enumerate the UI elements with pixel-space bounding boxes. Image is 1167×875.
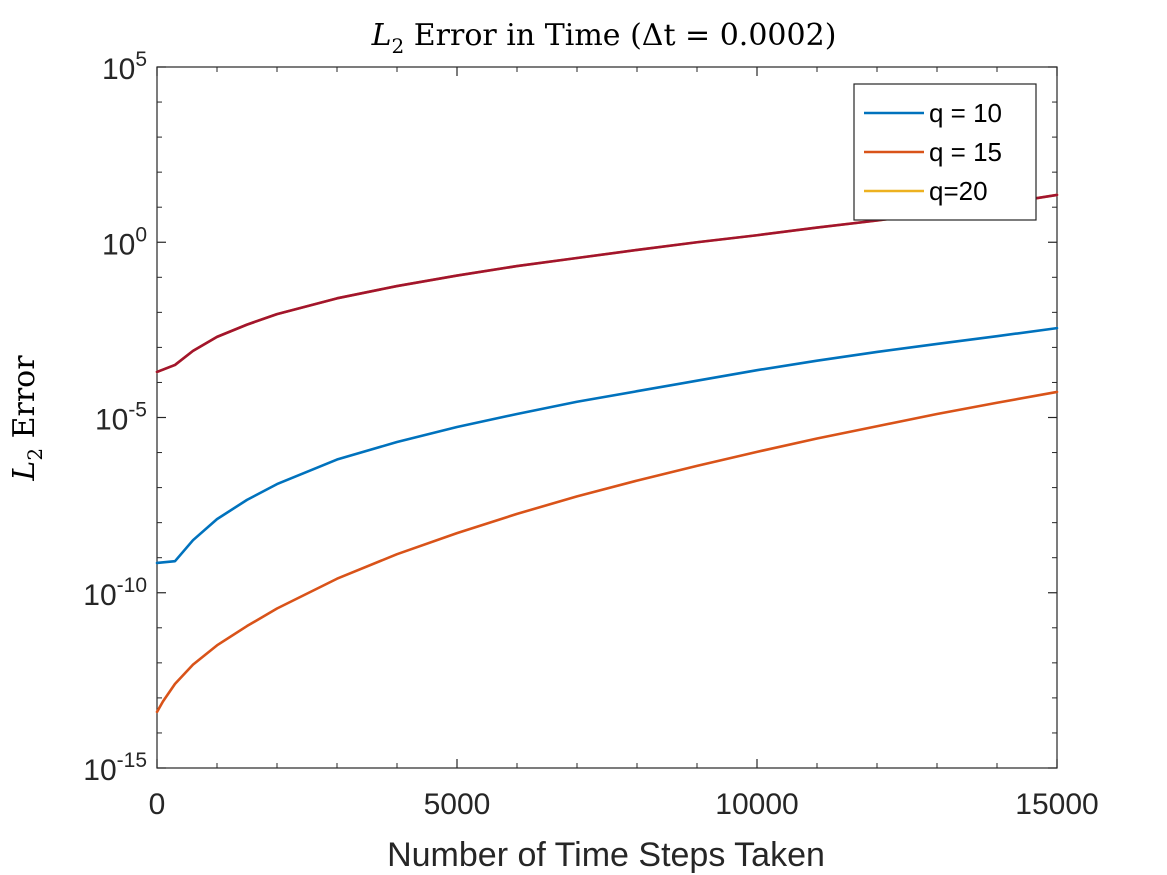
y-axis-label: L2 Error bbox=[7, 355, 47, 482]
chart-title-sub: 2 bbox=[392, 34, 405, 58]
legend-label-0: q = 10 bbox=[929, 98, 1002, 128]
y-axis-label-sub: 2 bbox=[23, 448, 47, 461]
legend: q = 10 q = 15 q=20 bbox=[853, 83, 1037, 221]
chart-title-rest: Error in Time (Δt = 0.0002) bbox=[404, 18, 836, 53]
series-line-0 bbox=[155, 326, 1059, 565]
series-line-1 bbox=[155, 390, 1059, 714]
y-tick-label-base-1: 10 bbox=[102, 228, 135, 261]
legend-label-2: q=20 bbox=[929, 176, 988, 206]
y-tick-label-2: 10-5 bbox=[95, 399, 147, 437]
y-tick-label-1: 100 bbox=[102, 223, 147, 261]
chart-title: L2 Error in Time (Δt = 0.0002) bbox=[371, 18, 837, 58]
x-tick-label-3: 15000 bbox=[1015, 788, 1098, 821]
y-tick-label-exp-2: -5 bbox=[128, 399, 147, 422]
x-tick-label-1: 5000 bbox=[424, 788, 491, 821]
y-tick-label-base-4: 10 bbox=[83, 754, 116, 787]
y-tick-label-exp-0: 5 bbox=[135, 48, 147, 71]
y-tick-label-4: 10-15 bbox=[83, 749, 147, 787]
y-axis-label-l: L bbox=[7, 461, 42, 482]
x-tick-label-2: 10000 bbox=[715, 788, 798, 821]
legend-label-1: q = 15 bbox=[929, 137, 1002, 167]
series-group bbox=[155, 193, 1059, 714]
y-tick-label-base-2: 10 bbox=[95, 404, 128, 437]
y-tick-label-0: 105 bbox=[102, 48, 147, 86]
y-axis-label-rest: Error bbox=[7, 355, 42, 448]
y-tick-label-exp-1: 0 bbox=[135, 223, 147, 246]
x-tick-label-0: 0 bbox=[149, 788, 166, 821]
y-tick-label-3: 10-10 bbox=[83, 574, 147, 612]
x-axis-label: Number of Time Steps Taken bbox=[387, 836, 825, 874]
legend-entries: q = 10 q = 15 q=20 bbox=[864, 98, 1002, 206]
chart-title-l: L bbox=[371, 18, 392, 53]
y-tick-label-exp-4: -15 bbox=[117, 749, 147, 772]
y-tick-label-base-3: 10 bbox=[83, 579, 116, 612]
y-tick-label-exp-3: -10 bbox=[117, 574, 147, 597]
y-tick-label-base-0: 10 bbox=[102, 53, 135, 86]
